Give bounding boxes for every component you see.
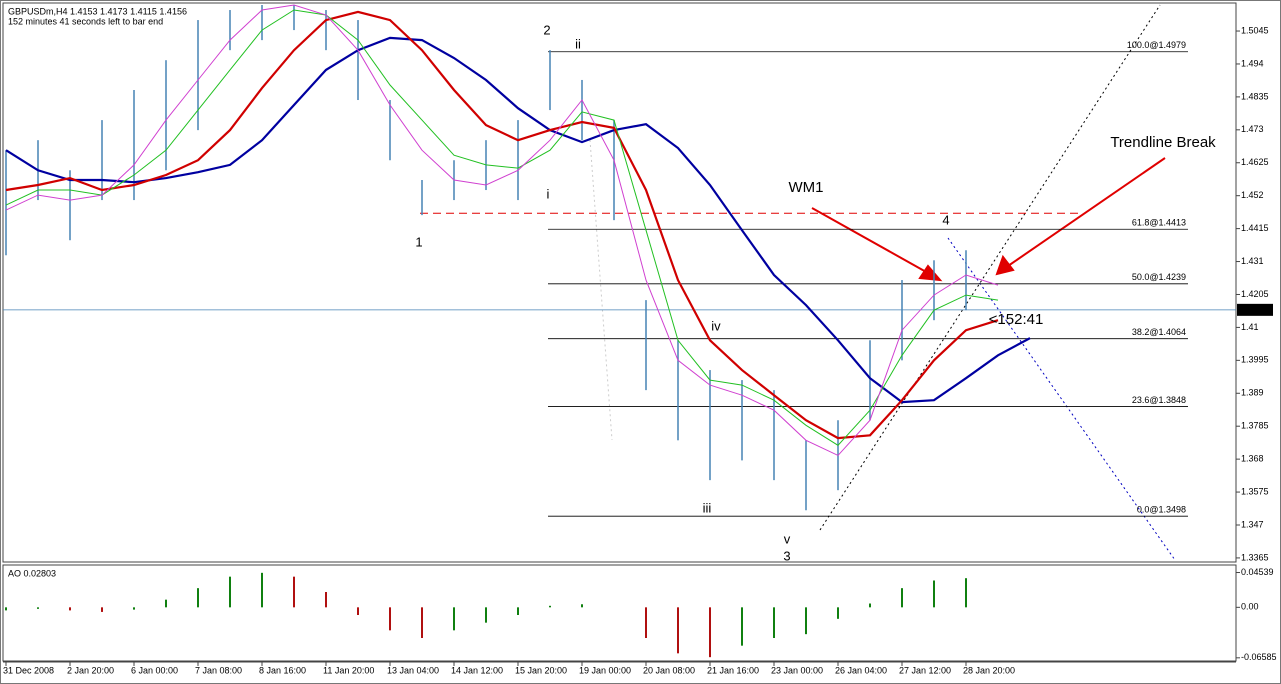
y-tick-label: 0.00 [1241,602,1259,612]
x-tick-label: 19 Jan 00:00 [579,665,631,675]
x-tick-label: 6 Jan 00:00 [131,665,178,675]
x-tick-label: 28 Jan 20:00 [963,665,1015,675]
annotation: v [784,531,791,546]
current-price-label: 1.4156 [1240,304,1268,314]
ao-title: AO 0.02803 [8,568,56,578]
y-tick-label: 1.41 [1241,322,1259,332]
annotation: iv [711,318,721,333]
x-tick-label: 8 Jan 16:00 [259,665,306,675]
y-tick-label: 1.347 [1241,519,1264,529]
y-tick-label: 1.473 [1241,124,1264,134]
arrow-head [995,254,1015,276]
y-tick-label: -0.06585 [1241,652,1277,662]
y-tick-label: 1.3785 [1241,421,1269,431]
trendline [589,139,613,441]
arrows [811,157,1166,282]
y-tick-label: 0.04539 [1241,567,1274,577]
x-tick-label: 2 Jan 20:00 [67,665,114,675]
x-tick-label: 21 Jan 16:00 [707,665,759,675]
x-tick-label: 11 Jan 20:00 [323,665,374,675]
y-tick-label: 1.389 [1241,388,1264,398]
x-tick-label: 14 Jan 12:00 [451,665,503,675]
annotation: ii [575,36,581,51]
annotation: WM1 [789,179,824,196]
moving-average [5,9,999,446]
annotation: 3 [783,548,790,563]
y-tick-label: 1.3365 [1241,552,1269,562]
fib-label: 50.0@1.4239 [1132,272,1186,282]
annotation: iii [703,500,712,515]
current-price-box [1237,303,1273,316]
x-tick-label: 7 Jan 08:00 [195,665,242,675]
fib-label: 38.2@1.4064 [1132,327,1186,337]
fib-label: 100.0@1.4979 [1127,40,1186,50]
y-tick-label: 1.5045 [1241,25,1269,35]
moving-average [5,10,999,440]
y-tick-label: 1.4835 [1241,91,1269,101]
ao-panel [2,564,1237,662]
annotation: Trendline Break [1110,134,1216,151]
arrow [811,207,929,274]
y-tick-label: 1.368 [1241,454,1264,464]
trendline [819,4,1161,531]
y-tick-label: 1.4625 [1241,157,1269,167]
y-tick-label: 1.4415 [1241,223,1269,233]
chart-title: GBPUSDm,H4 1.4153 1.4173 1.4115 1.4156 [8,6,187,16]
y-tick-label: 1.452 [1241,190,1264,200]
annotation: <152:41 [989,311,1044,328]
fib-label: 23.6@1.3848 [1132,395,1186,405]
x-tick-label: 13 Jan 04:00 [387,665,439,675]
chart-subtitle: 152 minutes 41 seconds left to bar end [8,16,163,26]
arrow [1007,157,1166,267]
y-tick-label: 1.3575 [1241,486,1269,496]
moving-average [5,4,999,457]
x-tick-label: 23 Jan 00:00 [771,665,823,675]
x-tick-label: 20 Jan 08:00 [643,665,695,675]
trendline [947,237,1176,561]
y-tick-label: 1.4205 [1241,289,1269,299]
x-tick-label: 31 Dec 2008 [3,665,54,675]
annotation: i [547,186,550,201]
moving-average [5,36,1031,404]
y-tick-label: 1.431 [1241,256,1264,266]
annotation: 1 [415,234,422,249]
x-tick-label: 27 Jan 12:00 [899,665,951,675]
x-tick-label: 15 Jan 20:00 [515,665,567,675]
fib-label: 61.8@1.4413 [1132,218,1186,228]
y-tick-label: 1.3995 [1241,355,1269,365]
y-tick-label: 1.494 [1241,58,1264,68]
fib-label: 0.0@1.3498 [1137,505,1186,515]
annotation: 4 [942,212,949,227]
x-tick-label: 26 Jan 04:00 [835,665,887,675]
annotation: 2 [543,22,550,37]
price-panel [2,2,1237,563]
